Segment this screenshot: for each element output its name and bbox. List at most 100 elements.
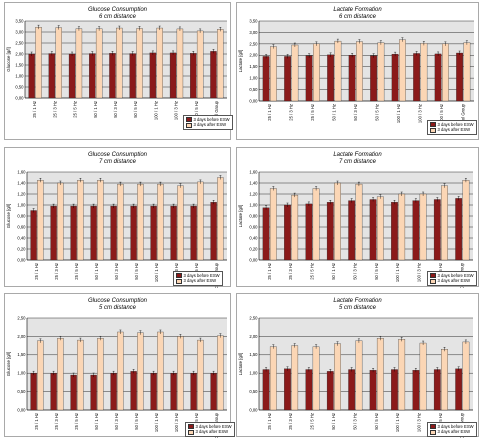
- legend-swatch-before: [430, 122, 436, 128]
- chart-subtitle: 6 cm distance: [338, 14, 377, 20]
- bar-after: [355, 183, 363, 261]
- y-tick-label: 2,50: [249, 315, 258, 320]
- y-tick-label: 0,00: [15, 95, 24, 100]
- bar-after: [334, 343, 341, 411]
- y-axis-label: Glucose [g/l]: [6, 204, 11, 228]
- x-tick-label: 25 / 5 Hz: [73, 101, 78, 118]
- chart-legend: 3 days before ESW 3 days after ESW: [427, 422, 477, 437]
- x-tick-label: 25 / 3 Hz: [288, 104, 293, 121]
- bar-before: [50, 373, 57, 411]
- bar-before: [305, 55, 313, 102]
- legend-item-before: 3 days before ESW: [430, 273, 474, 279]
- bar-after: [176, 28, 184, 99]
- bar-after: [419, 342, 427, 411]
- x-tick-label: 50 / 5 Hz: [134, 413, 139, 430]
- bar-after: [463, 42, 471, 102]
- x-tick-label: 50 / 3 Hz: [113, 101, 118, 118]
- bar-after: [117, 331, 124, 411]
- bar-before: [169, 52, 177, 99]
- bar-before: [110, 205, 117, 261]
- x-tick-label: 50 / 3 Hz: [114, 263, 119, 280]
- y-tick-label: 1,20: [17, 191, 26, 196]
- bar-after: [136, 28, 143, 99]
- y-axis-label: Glucose [g/l]: [6, 47, 11, 71]
- x-tick-label: 50 / 1 Hz: [93, 101, 98, 118]
- legend-item-after: 3 days after ESW: [430, 429, 474, 435]
- y-tick-label: 1,00: [249, 76, 258, 81]
- chart-subtitle: 6 cm distance: [98, 14, 137, 20]
- x-tick-label: 50 / 1 Hz: [331, 413, 336, 430]
- bar-after: [291, 345, 299, 411]
- bar-after: [37, 340, 44, 411]
- bar-after: [441, 185, 448, 261]
- bar-before: [305, 203, 313, 261]
- bar-before: [262, 369, 270, 411]
- y-tick-label: 0,40: [249, 235, 258, 240]
- plot-area: [27, 318, 227, 410]
- y-tick-label: 1,00: [17, 371, 26, 376]
- x-tick-label: 100 / 1 Hz: [154, 263, 159, 282]
- y-tick-label: 1,60: [249, 169, 258, 174]
- bar-before: [210, 373, 217, 411]
- plot-area: [259, 21, 474, 101]
- chart-panel-glucose-6cm: Glucose Consumption 6 cm distance 0,00 0,…: [4, 2, 233, 140]
- chart-title: Lactate Formation: [333, 7, 382, 13]
- y-tick-label: 0,60: [17, 224, 26, 229]
- y-tick-label: 0,00: [17, 407, 26, 412]
- chart-title: Glucose Consumption: [87, 7, 148, 13]
- bar-before: [30, 210, 37, 261]
- chart-title: Lactate Formation: [333, 298, 382, 304]
- bar-after: [334, 40, 342, 102]
- bar-after: [77, 339, 84, 411]
- y-tick-label: 1,00: [249, 202, 258, 207]
- legend-item-before: 3 days before ESW: [176, 273, 220, 279]
- x-tick-label: 25 / 5 Hz: [310, 104, 315, 121]
- legend-label-after: 3 days after ESW: [193, 122, 227, 128]
- bar-before: [210, 51, 217, 99]
- bar-after: [197, 339, 204, 411]
- bar-before: [412, 370, 420, 411]
- x-tick-label: 25 / 3 Hz: [288, 413, 293, 430]
- x-tick-label: 100 / 1 Hz: [395, 413, 400, 432]
- chart-legend: 3 days before ESW 3 days after ESW: [427, 120, 477, 135]
- bar-after: [419, 193, 427, 261]
- bar-after: [312, 188, 320, 261]
- bar-before: [284, 56, 292, 102]
- x-tick-label: 50 / 5 Hz: [374, 263, 379, 280]
- chart-legend: 3 days before ESW 3 days after ESW: [173, 271, 223, 286]
- y-tick-label: 0,50: [249, 389, 258, 394]
- bar-before: [327, 54, 335, 102]
- y-axis-label: Lactate [g/l]: [238, 50, 243, 73]
- x-tick-label: Control Group: [214, 100, 219, 127]
- y-tick-label: 0,60: [249, 224, 258, 229]
- bar-before: [326, 202, 334, 261]
- bar-before: [110, 373, 117, 411]
- y-tick-label: 2,50: [249, 41, 258, 46]
- y-tick-label: 2,00: [249, 334, 258, 339]
- bar-before: [455, 368, 463, 411]
- y-tick-label: 1,40: [17, 180, 26, 185]
- bar-after: [291, 44, 299, 102]
- bar-after: [35, 27, 42, 99]
- legend-swatch-after: [430, 278, 436, 284]
- chart-svg: 0,00 0,20 0,40 0,60 0,80 1,00 1,20 1,40 1,60 Lact…: [238, 169, 473, 288]
- y-tick-label: 2,50: [15, 40, 24, 45]
- bar-before: [70, 374, 77, 411]
- chart-svg: 0,00 0,50 1,00 1,50 2,00 2,50 3,00 3,50 Lactate …: [238, 18, 474, 130]
- y-tick-label: 0,80: [17, 213, 26, 218]
- x-tick-label: 50 / 5 Hz: [374, 104, 379, 121]
- legend-label-before: 3 days before ESW: [193, 117, 230, 122]
- bar-before: [190, 373, 197, 411]
- legend-item-before: 3 days before ESW: [430, 122, 474, 128]
- x-tick-label: 25 / 3 Hz: [52, 101, 57, 118]
- y-axis-label: Glucose [g/l]: [6, 352, 11, 376]
- x-tick-label: 25 / 3 Hz: [54, 263, 59, 280]
- legend-item-before: 3 days before ESW: [188, 424, 232, 430]
- y-axis-label: Lactate [g/l]: [238, 205, 243, 228]
- x-tick-label: 100 / 3 Hz: [417, 263, 422, 282]
- bar-after: [197, 181, 204, 261]
- y-tick-label: 1,20: [249, 191, 258, 196]
- bar-before: [434, 53, 442, 102]
- bar-after: [177, 336, 184, 411]
- bar-after: [137, 332, 144, 411]
